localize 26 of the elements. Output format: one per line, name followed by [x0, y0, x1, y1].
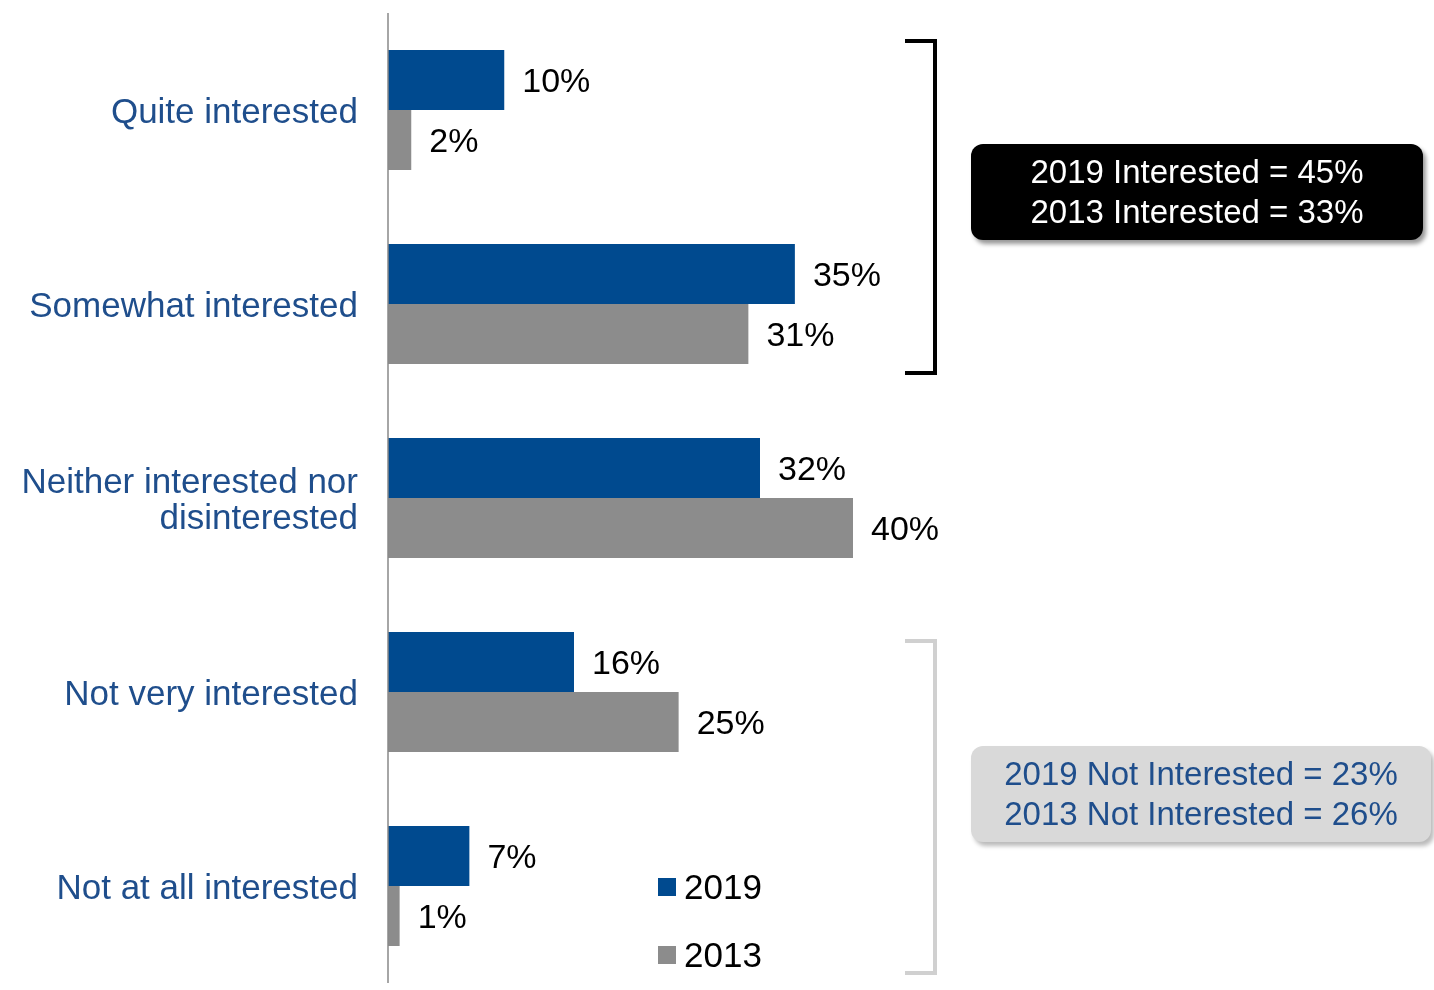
data-label: 31% [766, 315, 835, 353]
data-label: 10% [522, 61, 591, 99]
data-label: 16% [592, 643, 661, 681]
data-label: 40% [871, 509, 940, 547]
legend-label: 2013 [684, 935, 762, 975]
bar [388, 632, 574, 692]
bar [388, 244, 795, 304]
data-label: 7% [487, 837, 537, 875]
y-tick-label: Not very interested [64, 672, 358, 712]
data-label: 32% [778, 449, 847, 487]
bar [388, 826, 470, 886]
y-tick-label: Quite interested [110, 90, 358, 130]
y-tick-label: Not at all interested [56, 866, 358, 906]
data-label: 25% [696, 703, 765, 741]
y-tick-label: Somewhat interested [29, 284, 358, 324]
data-label: 2% [429, 121, 479, 159]
bar [388, 438, 760, 498]
bar [388, 50, 505, 110]
data-label: 1% [417, 897, 467, 935]
text: 2013 Not Interested = 26% [1003, 794, 1399, 834]
text: 2013 Interested = 33% [1029, 192, 1365, 232]
text: 2019 Interested = 45% [1029, 152, 1365, 192]
text: 2019 Not Interested = 23% [1003, 754, 1399, 794]
legend-label: 2019 [684, 867, 762, 907]
data-label: 35% [812, 255, 881, 293]
y-tick-label: Neither interested nor disinterested [21, 460, 359, 536]
